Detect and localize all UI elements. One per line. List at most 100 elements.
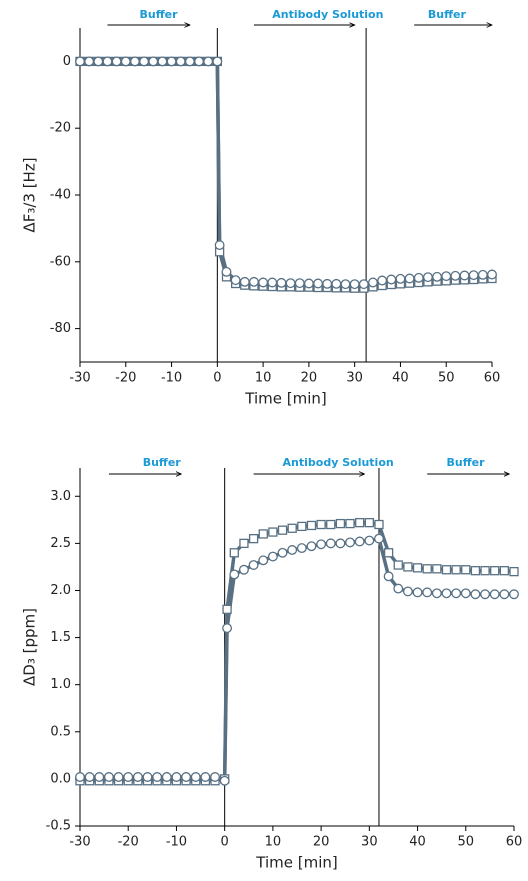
x-tick-label: 50 xyxy=(438,371,455,386)
annotation: Antibody Solution xyxy=(272,8,383,21)
circle-marker xyxy=(181,772,192,782)
annotation: Buffer xyxy=(140,8,179,21)
square-marker xyxy=(374,519,384,530)
circle-marker xyxy=(142,772,153,782)
circle-marker xyxy=(248,560,259,570)
circle-marker xyxy=(175,56,186,67)
circle-marker xyxy=(358,279,369,290)
circle-marker xyxy=(212,56,223,67)
circle-marker xyxy=(230,275,241,286)
circle-marker xyxy=(152,772,163,782)
x-tick-label: 60 xyxy=(484,371,501,386)
circle-marker xyxy=(258,555,269,566)
y-tick-label: -60 xyxy=(50,254,71,269)
circle-marker xyxy=(120,56,131,67)
circle-marker xyxy=(395,273,406,284)
circle-marker xyxy=(267,551,278,562)
circle-marker xyxy=(210,772,220,782)
x-tick-label: 0 xyxy=(213,371,221,386)
square-marker xyxy=(499,566,510,576)
circle-marker xyxy=(374,533,384,544)
square-marker xyxy=(461,565,471,575)
circle-marker xyxy=(335,538,346,549)
circle-marker xyxy=(229,569,240,580)
annotation: Antibody Solution xyxy=(283,456,394,469)
circle-marker xyxy=(161,772,172,782)
annotation: Buffer xyxy=(446,456,485,469)
circle-marker xyxy=(171,772,182,782)
y-tick-label: 0 xyxy=(63,54,71,69)
circle-marker xyxy=(214,240,225,251)
circle-marker xyxy=(111,56,122,67)
y-tick-label: -20 xyxy=(50,121,71,136)
circle-marker xyxy=(221,266,232,277)
y-axis-label: ΔF₃/3 [Hz] xyxy=(21,157,39,232)
square-marker xyxy=(412,563,423,573)
circle-marker xyxy=(386,274,397,285)
circle-marker xyxy=(364,535,375,546)
square-marker xyxy=(326,519,336,530)
x-tick-label: 50 xyxy=(458,835,475,850)
circle-marker xyxy=(93,56,104,67)
circle-marker xyxy=(84,56,95,67)
circle-marker xyxy=(200,772,211,782)
square-marker xyxy=(403,562,413,572)
y-tick-label: -80 xyxy=(50,321,71,336)
square-marker xyxy=(441,565,452,575)
x-tick-label: 10 xyxy=(255,371,272,386)
circle-marker xyxy=(489,589,500,600)
y-tick-label: 3.0 xyxy=(50,489,71,504)
circle-marker xyxy=(129,56,140,67)
circle-marker xyxy=(325,538,336,549)
circle-marker xyxy=(368,277,378,288)
circle-marker xyxy=(383,571,394,582)
circle-marker xyxy=(354,536,365,547)
circle-marker xyxy=(441,588,452,599)
circle-marker xyxy=(322,278,333,289)
y-axis-label: ΔD₃ [ppm] xyxy=(21,608,39,686)
circle-marker xyxy=(157,56,168,67)
circle-marker xyxy=(422,272,433,283)
annotation: Buffer xyxy=(428,8,467,21)
circle-marker xyxy=(139,56,150,67)
circle-marker xyxy=(316,539,327,550)
circle-marker xyxy=(487,269,497,280)
square-marker xyxy=(316,519,326,530)
x-tick-label: 20 xyxy=(313,835,330,850)
square-marker xyxy=(355,517,365,528)
circle-marker xyxy=(468,270,479,281)
circle-marker xyxy=(103,772,114,782)
square-marker xyxy=(306,520,317,531)
x-axis-label: Time [min] xyxy=(255,854,337,872)
circle-marker xyxy=(422,587,433,598)
circle-marker xyxy=(393,583,404,594)
annotation: Buffer xyxy=(143,456,182,469)
x-tick-label: 40 xyxy=(409,835,426,850)
y-tick-label: 1.5 xyxy=(50,630,71,645)
circle-marker xyxy=(239,564,249,575)
circle-marker xyxy=(249,276,259,287)
series-line xyxy=(80,536,514,784)
square-marker xyxy=(364,517,374,528)
circle-marker xyxy=(222,623,233,634)
y-tick-label: 0.5 xyxy=(50,724,71,739)
circle-marker xyxy=(432,271,443,282)
square-marker xyxy=(383,548,394,558)
x-tick-label: -30 xyxy=(69,835,90,850)
circle-marker xyxy=(267,277,278,288)
circle-marker xyxy=(287,545,298,555)
circle-marker xyxy=(75,772,85,782)
circle-marker xyxy=(194,56,204,67)
circle-marker xyxy=(451,588,462,599)
circle-marker xyxy=(84,772,95,782)
x-tick-label: 0 xyxy=(221,835,229,850)
circle-marker xyxy=(340,279,351,290)
circle-marker xyxy=(313,278,323,289)
circle-marker xyxy=(412,587,423,598)
x-tick-label: 30 xyxy=(361,835,378,850)
series-line xyxy=(80,520,515,783)
circle-marker xyxy=(303,278,314,289)
y-tick-label: 2.0 xyxy=(50,583,71,598)
square-marker xyxy=(222,604,232,614)
